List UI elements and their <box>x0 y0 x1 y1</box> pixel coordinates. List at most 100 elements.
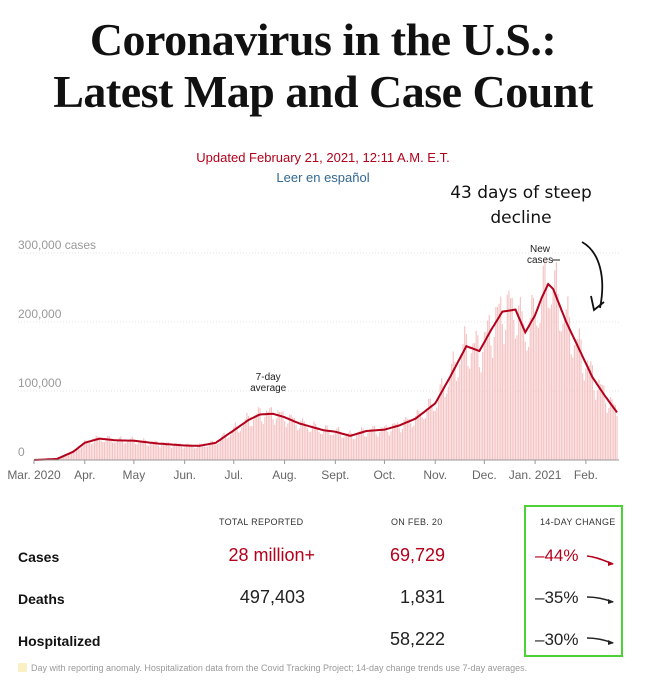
x-tick-label: Aug. <box>272 468 297 482</box>
highlight-box <box>524 505 623 657</box>
daily-bar <box>244 419 246 460</box>
daily-bar <box>300 420 302 460</box>
daily-bar <box>134 444 137 460</box>
daily-bar <box>395 423 397 460</box>
daily-bar <box>138 442 140 460</box>
footnote: Day with reporting anomaly. Hospitalizat… <box>18 663 527 673</box>
leer-en-espanol-link[interactable]: Leer en español <box>276 170 370 185</box>
hospitalized-14-day-change: –30% <box>535 630 579 649</box>
daily-bar <box>320 433 322 460</box>
daily-bar <box>428 398 430 460</box>
daily-bar <box>487 320 489 460</box>
daily-bar <box>585 368 587 460</box>
daily-bar <box>496 306 499 460</box>
daily-bar <box>297 430 299 460</box>
daily-bar <box>539 323 541 460</box>
daily-bar <box>329 434 331 460</box>
daily-bar <box>413 425 415 460</box>
daily-bar <box>229 435 232 460</box>
daily-bar <box>166 442 168 460</box>
daily-bar <box>192 446 194 460</box>
daily-bar <box>557 293 559 460</box>
daily-bar <box>606 412 608 460</box>
daily-bar <box>485 331 487 460</box>
daily-bar <box>400 432 402 460</box>
daily-bar <box>328 430 330 460</box>
daily-bar <box>575 339 577 460</box>
daily-bar <box>208 443 210 460</box>
daily-bar <box>131 436 133 460</box>
daily-bar <box>197 444 199 460</box>
daily-bar <box>283 420 286 460</box>
daily-bar <box>464 326 466 460</box>
daily-bar <box>367 432 369 460</box>
daily-bar <box>505 329 507 460</box>
daily-bar <box>288 414 291 460</box>
daily-bar <box>603 385 605 460</box>
anomaly-swatch-icon <box>18 663 27 672</box>
deaths-on-date: 1,831 <box>399 587 445 607</box>
daily-bar <box>426 408 428 460</box>
daily-bar <box>491 357 494 460</box>
daily-bar <box>437 397 440 460</box>
daily-bar <box>346 435 348 460</box>
daily-bar <box>444 396 446 460</box>
chart-annotation-line2: average <box>250 383 287 394</box>
daily-bar <box>578 328 580 460</box>
daily-bar <box>71 451 73 460</box>
daily-bar <box>149 443 151 460</box>
daily-bar <box>462 344 464 460</box>
hand-drawn-arrowhead <box>590 295 605 312</box>
daily-bar <box>310 431 312 460</box>
daily-bar <box>282 411 284 460</box>
daily-bar <box>146 445 148 460</box>
daily-bar <box>387 431 389 460</box>
daily-bar <box>200 443 202 460</box>
daily-bar <box>82 442 84 460</box>
daily-bar <box>377 436 379 460</box>
daily-bar <box>488 315 490 460</box>
daily-bar <box>534 312 536 460</box>
daily-bar <box>177 443 179 460</box>
daily-bar <box>193 448 196 460</box>
daily-bar <box>411 427 413 460</box>
daily-bar <box>477 335 479 460</box>
daily-bar <box>303 421 305 460</box>
daily-bar <box>301 418 304 460</box>
daily-bar <box>152 442 155 460</box>
daily-bar <box>236 426 238 460</box>
daily-bar <box>523 323 525 460</box>
daily-bar <box>61 456 63 460</box>
daily-bar <box>215 444 217 460</box>
daily-bar <box>555 262 557 460</box>
daily-bar <box>614 405 616 460</box>
daily-bar <box>385 424 387 460</box>
daily-bar <box>292 417 294 460</box>
daily-bar <box>518 305 520 460</box>
daily-bar <box>469 368 471 460</box>
daily-bar <box>351 433 353 460</box>
daily-bar <box>125 443 127 460</box>
daily-bar <box>431 405 433 460</box>
daily-bar <box>403 419 405 460</box>
x-tick-label: Nov. <box>423 468 447 482</box>
daily-bar <box>264 416 266 460</box>
daily-bar <box>398 428 400 460</box>
daily-bar <box>546 283 548 460</box>
daily-bar <box>573 344 575 460</box>
daily-bar <box>565 309 567 460</box>
daily-bar <box>172 446 174 460</box>
daily-bar <box>182 448 184 460</box>
daily-bar <box>324 425 327 460</box>
daily-bar <box>205 446 207 460</box>
daily-bar <box>295 424 297 460</box>
daily-bar <box>567 296 569 460</box>
daily-bar <box>483 332 485 460</box>
daily-bar <box>365 436 368 460</box>
daily-bar <box>67 455 69 460</box>
hospitalized-trend-arrow-icon <box>586 637 614 645</box>
daily-bar <box>84 439 86 460</box>
daily-bar <box>128 440 130 460</box>
daily-bar <box>357 432 359 460</box>
daily-bar <box>570 354 572 460</box>
